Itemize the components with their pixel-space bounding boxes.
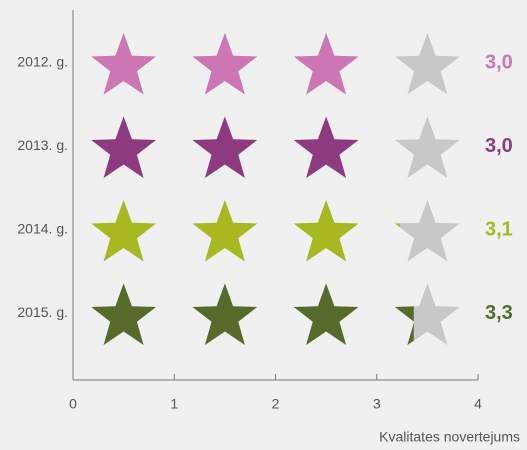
- filled-star: [293, 200, 359, 262]
- x-tick-label: 1: [170, 396, 178, 412]
- empty-star: [395, 200, 460, 262]
- x-tick-label: 4: [474, 396, 482, 412]
- x-tick-label: 2: [272, 396, 280, 412]
- value-label: 3,0: [485, 135, 513, 157]
- empty-star: [395, 283, 460, 345]
- filled-star: [293, 116, 359, 178]
- rating-stars: [91, 116, 359, 178]
- category-label: 2015. g.: [17, 304, 68, 320]
- filled-star: [395, 306, 414, 345]
- value-label: 3,0: [485, 51, 513, 73]
- filled-star: [293, 283, 359, 345]
- x-axis-label: Kvalitates novertejums: [379, 429, 520, 445]
- filled-star: [192, 33, 258, 95]
- empty-star: [395, 33, 460, 95]
- x-tick-label: 0: [69, 396, 77, 412]
- value-label: 3,1: [485, 218, 513, 240]
- rating-stars: [91, 283, 414, 345]
- filled-star: [293, 33, 359, 95]
- empty-star: [395, 116, 460, 178]
- x-tick-label: 3: [373, 396, 381, 412]
- value-label: 3,3: [485, 302, 513, 324]
- category-label: 2013. g.: [17, 137, 68, 153]
- filled-star: [91, 33, 156, 95]
- rating-stars: [91, 200, 401, 262]
- filled-star: [192, 200, 258, 262]
- category-label: 2012. g.: [17, 54, 68, 70]
- filled-star: [192, 116, 258, 178]
- rating-stars: [91, 33, 359, 95]
- category-label: 2014. g.: [17, 221, 68, 237]
- filled-star: [91, 200, 156, 262]
- filled-star: [91, 283, 156, 345]
- filled-star: [395, 223, 401, 228]
- filled-star: [192, 283, 258, 345]
- filled-star: [91, 116, 156, 178]
